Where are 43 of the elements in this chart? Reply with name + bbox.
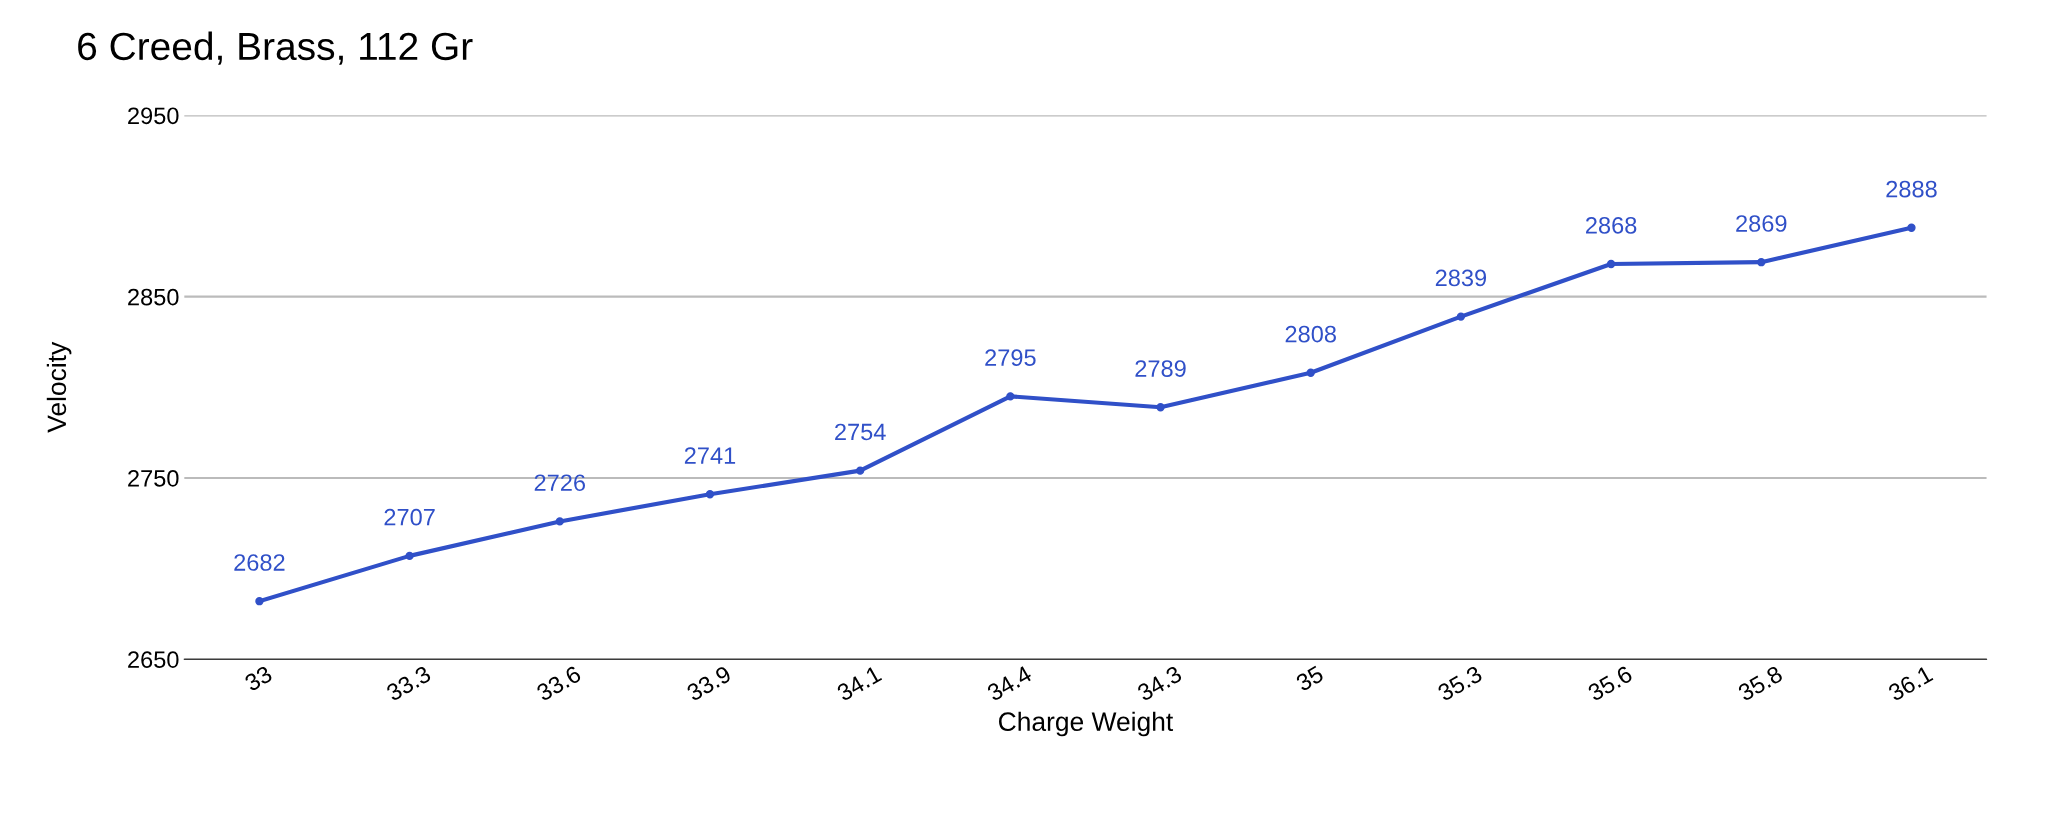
data-label: 2869 — [1736, 215, 1787, 232]
data-label: 2741 — [684, 447, 736, 464]
x-tick-label: 35.3 — [1436, 665, 1484, 702]
x-tick-label: 33 — [243, 665, 274, 692]
point — [1606, 259, 1616, 269]
point — [1907, 223, 1916, 232]
point — [705, 490, 715, 499]
y-tick-label: 2850 — [128, 288, 179, 306]
data-label: 2795 — [985, 349, 1036, 367]
data-label: 2888 — [1886, 180, 1937, 198]
point — [1006, 392, 1015, 401]
y-tick-label: 2750 — [128, 469, 179, 487]
data-label: 2707 — [384, 508, 435, 526]
x-tick-label: 35 — [1294, 665, 1325, 692]
point — [1757, 258, 1766, 267]
data-label: 2839 — [1435, 269, 1487, 287]
x-tick-label: 35.6 — [1586, 665, 1634, 702]
data-label: 2868 — [1586, 216, 1637, 234]
data-label: 2682 — [234, 554, 285, 571]
x-tick-label: 33.9 — [685, 665, 733, 702]
data-label: 2789 — [1135, 360, 1186, 377]
point — [255, 597, 264, 606]
x-tick-label: 36.1 — [1887, 665, 1934, 702]
x-tick-label: 34.4 — [986, 664, 1033, 702]
point — [1156, 403, 1165, 412]
point — [855, 466, 865, 475]
data-label: 2726 — [534, 474, 586, 492]
x-tick-label: 35.8 — [1736, 665, 1784, 702]
point — [1456, 312, 1466, 321]
data-label: 2754 — [835, 423, 886, 441]
x-tick-label: 34.1 — [835, 665, 883, 702]
x-axis-title: Charge Weight — [999, 711, 1174, 737]
x-tick-label: 33.6 — [535, 665, 582, 702]
data-label: 2808 — [1285, 325, 1336, 343]
chart-title: 6 Creed, Brass, 112 Gr — [78, 31, 473, 65]
point — [1306, 368, 1315, 377]
x-tick-label: 33.3 — [385, 665, 432, 702]
y-tick-label: 2950 — [128, 107, 179, 125]
y-axis-title: Velocity — [46, 341, 72, 433]
point — [405, 551, 414, 561]
point — [555, 517, 564, 526]
y-tick-label: 2650 — [128, 651, 179, 668]
x-tick-label: 34.3 — [1136, 665, 1183, 702]
